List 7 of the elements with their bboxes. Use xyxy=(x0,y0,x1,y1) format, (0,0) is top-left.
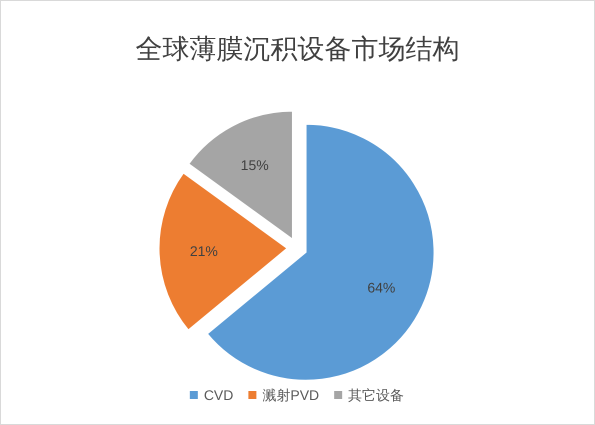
data-label: 21% xyxy=(190,242,218,259)
data-label: 15% xyxy=(240,156,269,173)
legend-label: 其它设备 xyxy=(348,387,404,403)
legend-label: CVD xyxy=(204,387,234,403)
legend-label: 溅射PVD xyxy=(262,387,320,403)
chart-title: 全球薄膜沉积设备市场结构 xyxy=(136,34,460,64)
data-label: 64% xyxy=(367,280,396,296)
